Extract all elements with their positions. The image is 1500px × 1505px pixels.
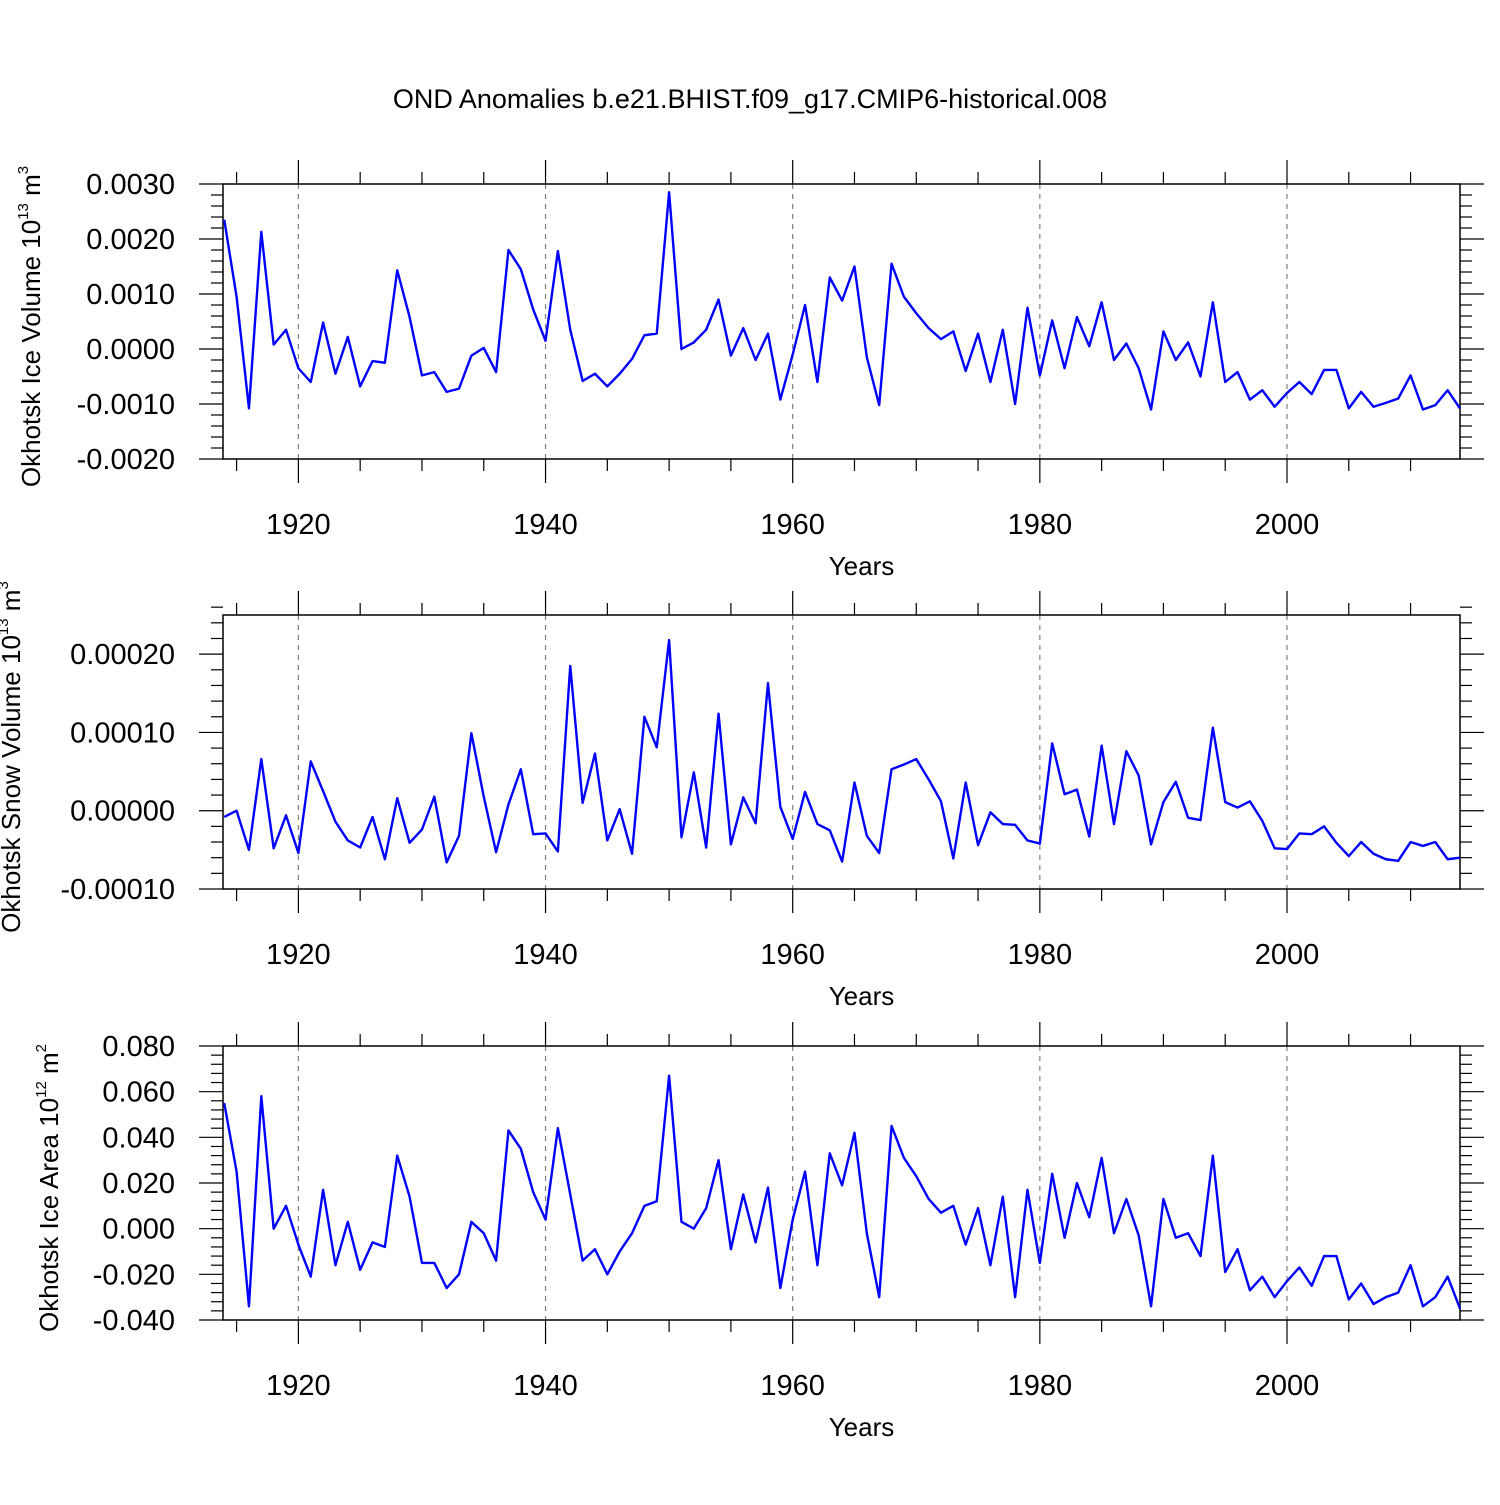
y-tick-label: 0.0000 <box>86 334 175 366</box>
y-tick-label: 0.00000 <box>70 796 175 828</box>
x-tick-label: 1920 <box>266 939 331 971</box>
x-tick-label: 1980 <box>1008 939 1073 971</box>
plot-frame <box>222 614 1461 890</box>
y-tick-label: 0.080 <box>102 1031 175 1063</box>
panel-1: 1920 1940 1960 1980 2000 Years -0.0020 -0.0010 0… <box>15 160 1484 581</box>
y-tick-label: 0.0010 <box>86 279 175 311</box>
y-tick-label: 0.00020 <box>70 639 175 671</box>
x-axis-label: Years <box>829 981 895 1011</box>
y-tick-label: -0.00010 <box>61 874 176 906</box>
y-tick-label: 0.000 <box>102 1214 175 1246</box>
x-tick-label: 1960 <box>760 509 825 541</box>
series-line <box>223 1074 1462 1310</box>
y-tick-label: 0.00010 <box>70 717 175 749</box>
y-axis-label: Okhotsk Ice Volume 1013 m3 <box>15 166 46 487</box>
y-tick-label: 0.060 <box>102 1077 175 1109</box>
panel-2: 1920 1940 1960 1980 2000 Years -0.00010 0.00000… <box>0 581 1484 1011</box>
x-tick-label: 1920 <box>266 509 331 541</box>
chart-title: OND Anomalies b.e21.BHIST.f09_g17.CMIP6-… <box>393 84 1107 114</box>
y-axis-label: Okhotsk Ice Area 1012 m2 <box>33 1044 64 1332</box>
y-axis-label: Okhotsk Snow Volume 1013 m3 <box>0 581 26 933</box>
x-tick-label: 1920 <box>266 1370 331 1402</box>
y-tick-label: 0.0020 <box>86 224 175 256</box>
x-tick-label: 2000 <box>1255 509 1320 541</box>
x-tick-label: 1980 <box>1008 1370 1073 1402</box>
y-tick-label: -0.0020 <box>77 444 175 476</box>
x-tick-label: 1960 <box>760 1370 825 1402</box>
x-tick-label: 2000 <box>1255 1370 1320 1402</box>
x-tick-label: 1940 <box>513 509 578 541</box>
x-tick-label: 2000 <box>1255 939 1320 971</box>
y-tick-label: 0.040 <box>102 1122 175 1154</box>
plot-frame <box>222 183 1461 460</box>
y-tick-label: 0.020 <box>102 1168 175 1200</box>
x-tick-label: 1940 <box>513 1370 578 1402</box>
series-line <box>223 638 1461 864</box>
x-axis-label: Years <box>829 1412 895 1442</box>
series-line <box>223 191 1461 411</box>
x-axis-label: Years <box>829 551 895 581</box>
panel-3: 1920 1940 1960 1980 2000 Years -0.040 -0.020 0.0… <box>33 1022 1484 1442</box>
x-tick-label: 1980 <box>1008 509 1073 541</box>
y-tick-label: -0.040 <box>93 1305 175 1337</box>
y-tick-label: 0.0030 <box>86 169 175 201</box>
y-tick-label: -0.0010 <box>77 389 175 421</box>
x-tick-label: 1960 <box>760 939 825 971</box>
x-tick-label: 1940 <box>513 939 578 971</box>
y-tick-label: -0.020 <box>93 1259 175 1291</box>
